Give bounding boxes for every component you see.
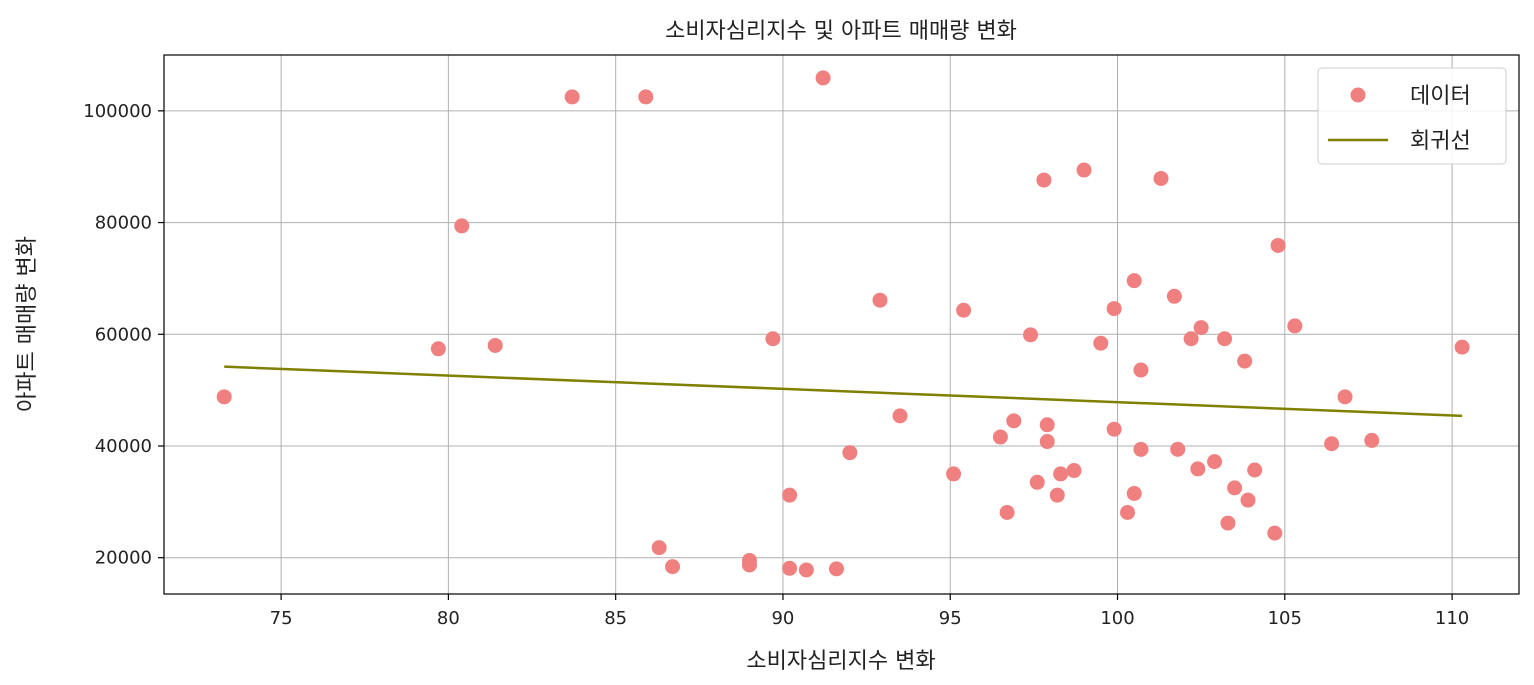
data-point bbox=[1247, 462, 1263, 478]
y-tick-label: 60000 bbox=[95, 324, 152, 345]
x-tick-label: 90 bbox=[771, 608, 794, 629]
legend: 데이터 회귀선 bbox=[1317, 67, 1507, 165]
data-point bbox=[1036, 172, 1052, 188]
data-point bbox=[665, 559, 681, 575]
data-point bbox=[651, 540, 667, 556]
data-point bbox=[1006, 413, 1022, 429]
chart-title: 소비자심리지수 및 아파트 매매량 변화 bbox=[665, 19, 1017, 44]
data-point bbox=[842, 445, 858, 461]
data-point bbox=[1106, 421, 1122, 437]
x-tick-label: 80 bbox=[437, 608, 460, 629]
data-point bbox=[1076, 162, 1092, 178]
x-tick-label: 110 bbox=[1435, 608, 1469, 629]
data-point bbox=[1207, 454, 1223, 470]
x-tick-label: 85 bbox=[604, 608, 627, 629]
data-point bbox=[741, 557, 757, 573]
data-point bbox=[1126, 273, 1142, 289]
data-point bbox=[1039, 434, 1055, 450]
data-point bbox=[1066, 463, 1082, 479]
data-point bbox=[1049, 487, 1065, 503]
data-point bbox=[1093, 335, 1109, 351]
data-layer bbox=[216, 70, 1470, 578]
data-point bbox=[1324, 436, 1340, 452]
y-tick-label: 80000 bbox=[95, 213, 152, 234]
data-point bbox=[992, 429, 1008, 445]
x-tick-label: 75 bbox=[270, 608, 293, 629]
data-point bbox=[1364, 432, 1380, 448]
data-point bbox=[1267, 525, 1283, 541]
x-axis-label: 소비자심리지수 변화 bbox=[746, 649, 935, 674]
data-point bbox=[798, 562, 814, 578]
data-point bbox=[782, 560, 798, 576]
data-point bbox=[1039, 417, 1055, 433]
data-point bbox=[765, 331, 781, 347]
data-point bbox=[1166, 288, 1182, 304]
data-point bbox=[1183, 331, 1199, 347]
data-point bbox=[1190, 461, 1206, 477]
data-point bbox=[487, 337, 503, 353]
data-point bbox=[1240, 492, 1256, 508]
data-point bbox=[956, 302, 972, 318]
data-point bbox=[1126, 485, 1142, 501]
data-point bbox=[1153, 170, 1169, 186]
data-point bbox=[1133, 362, 1149, 378]
plot-frame bbox=[163, 54, 1520, 595]
data-point bbox=[1337, 389, 1353, 405]
data-point bbox=[1120, 504, 1136, 520]
data-point bbox=[1237, 353, 1253, 369]
x-tick-label: 105 bbox=[1268, 608, 1302, 629]
x-tick-label: 95 bbox=[939, 608, 962, 629]
data-point bbox=[638, 89, 654, 105]
legend-label-regression: 회귀선 bbox=[1410, 129, 1471, 154]
regression-line bbox=[224, 365, 1463, 418]
data-point bbox=[872, 292, 888, 308]
data-point bbox=[828, 561, 844, 577]
data-point bbox=[1220, 515, 1236, 531]
data-point bbox=[1287, 318, 1303, 334]
grid-layer bbox=[164, 55, 1519, 594]
data-point bbox=[216, 389, 232, 405]
data-point bbox=[1454, 339, 1470, 355]
data-point bbox=[430, 341, 446, 357]
data-point bbox=[815, 70, 831, 86]
legend-marker-data bbox=[1350, 87, 1366, 103]
legend-label-data: 데이터 bbox=[1410, 84, 1471, 109]
y-tick-label: 40000 bbox=[95, 436, 152, 457]
data-point bbox=[1133, 441, 1149, 457]
data-point bbox=[564, 89, 580, 105]
data-point bbox=[1053, 466, 1069, 482]
data-point bbox=[1193, 320, 1209, 336]
data-point bbox=[1217, 331, 1233, 347]
y-tick-label: 20000 bbox=[95, 548, 152, 569]
y-tick-label: 100000 bbox=[83, 101, 152, 122]
data-point bbox=[1227, 480, 1243, 496]
x-tick-label: 100 bbox=[1100, 608, 1134, 629]
data-point bbox=[892, 408, 908, 424]
data-point bbox=[1023, 327, 1039, 343]
data-point bbox=[946, 466, 962, 482]
data-point bbox=[1106, 301, 1122, 317]
data-point bbox=[1170, 441, 1186, 457]
data-point bbox=[1029, 474, 1045, 490]
data-point bbox=[1270, 237, 1286, 253]
data-point bbox=[454, 218, 470, 234]
data-point bbox=[999, 504, 1015, 520]
data-point bbox=[782, 487, 798, 503]
y-axis-label: 아파트 매매량 변화 bbox=[15, 236, 40, 412]
tick-layer: 75 80 85 90 95 100 105 110 20000 40000 60000 80000 1… bbox=[83, 101, 1469, 629]
